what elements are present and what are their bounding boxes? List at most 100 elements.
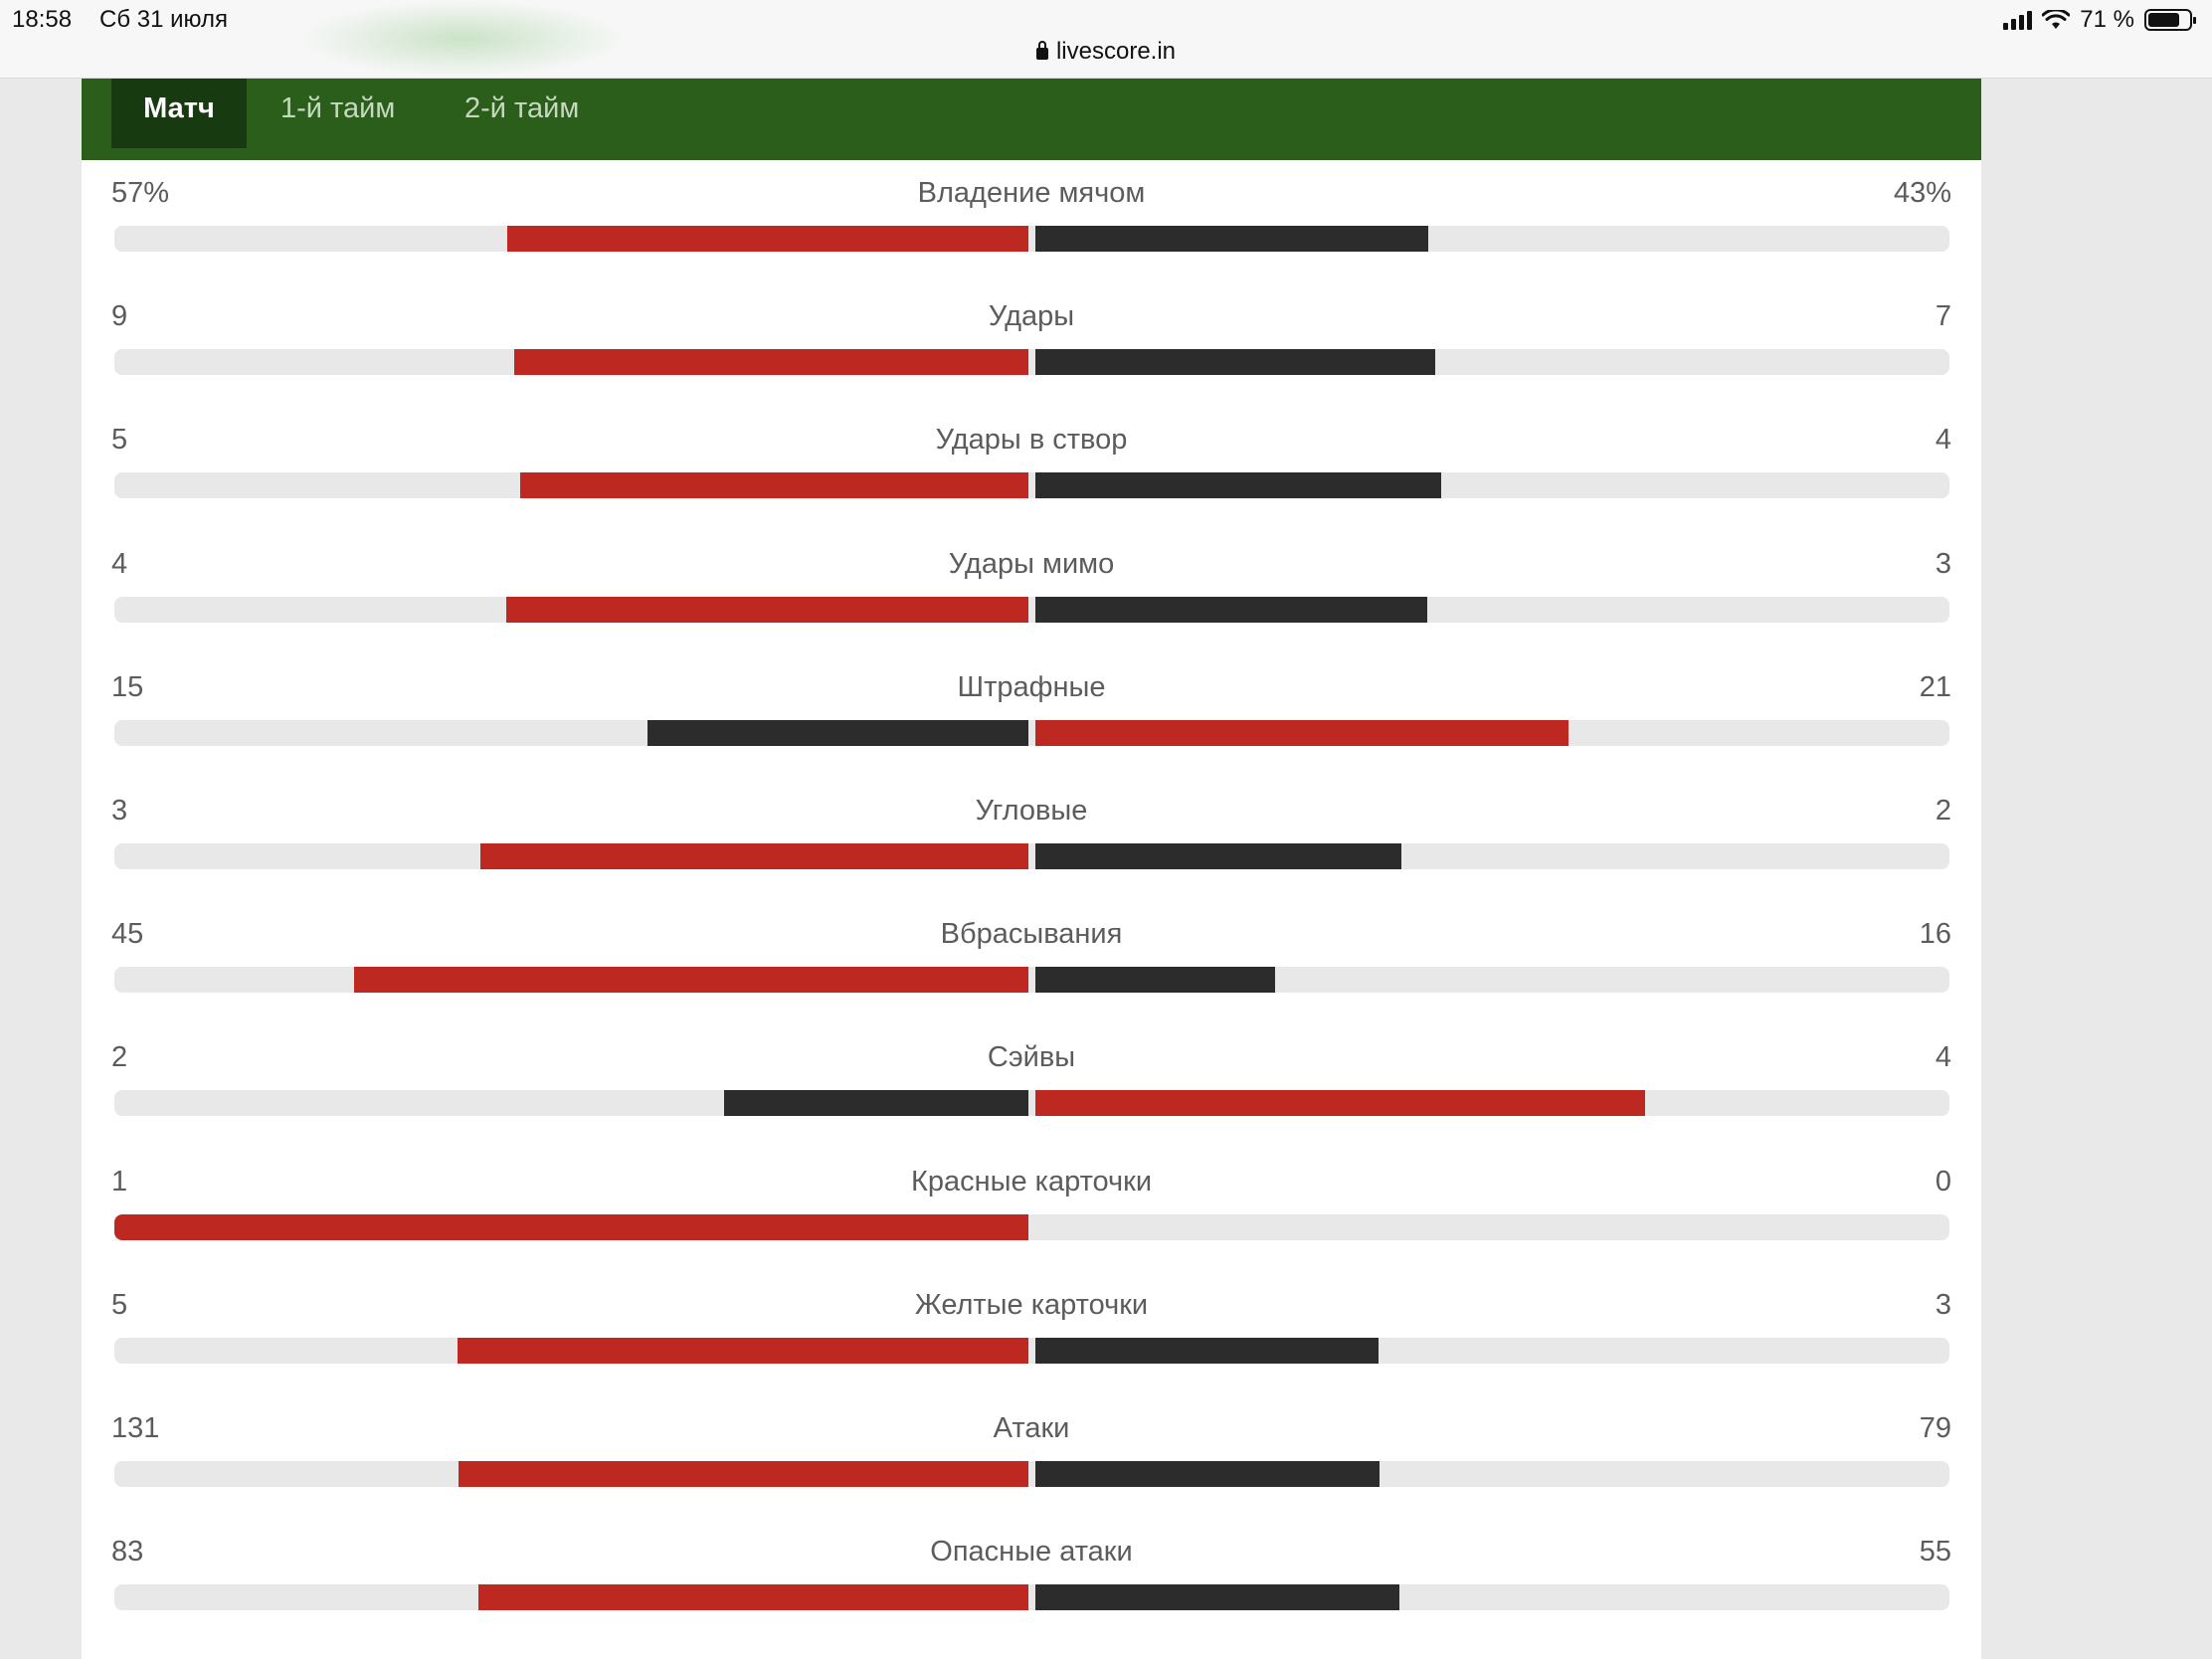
stat-away-bar (1035, 720, 1568, 746)
stat-away-value: 55 (1919, 1536, 1951, 1567)
stat-away-bar (1035, 1090, 1645, 1116)
stat-home-bar (520, 472, 1028, 498)
status-date: Сб 31 июля (99, 6, 228, 33)
stat-row: 45 Вбрасывания 16 (82, 916, 1981, 1039)
stat-label: Удары в створ (935, 424, 1128, 456)
stat-home-bar (114, 1214, 1028, 1240)
stat-home-bar (459, 1461, 1028, 1487)
stat-row: 9 Удары 7 (82, 298, 1981, 422)
stat-bar-track (114, 349, 1949, 375)
stat-bar-track (114, 1461, 1949, 1487)
stat-away-value: 4 (1935, 1041, 1951, 1073)
stat-home-value: 15 (111, 671, 144, 703)
stat-bar-track (114, 1584, 1949, 1610)
stat-away-value: 79 (1919, 1412, 1951, 1444)
stat-label: Красные карточки (910, 1166, 1153, 1198)
stat-home-bar (724, 1090, 1028, 1116)
stat-home-bar (478, 1584, 1028, 1610)
stat-away-bar (1035, 843, 1401, 869)
battery-percent: 71 % (2080, 6, 2134, 33)
address-bar[interactable]: livescore.in (0, 38, 2212, 66)
tab-first-half[interactable]: 1-й тайм (280, 92, 396, 124)
status-indicators: 71 % (2003, 6, 2196, 34)
stat-bar-track (114, 597, 1949, 623)
stat-home-bar (506, 597, 1028, 623)
stat-label: Опасные атаки (930, 1536, 1133, 1567)
stat-away-bar (1035, 1584, 1399, 1610)
stat-home-value: 5 (111, 1289, 128, 1321)
stat-away-value: 0 (1935, 1166, 1951, 1198)
wifi-icon (2042, 10, 2071, 29)
stat-home-bar (458, 1338, 1028, 1364)
period-tabs: Матч 1-й тайм 2-й тайм (82, 78, 1981, 160)
stat-home-value: 57% (111, 177, 170, 209)
stat-label: Удары (988, 300, 1075, 332)
stat-bar-track (114, 1214, 1949, 1240)
stat-label: Сэйвы (987, 1041, 1076, 1073)
browser-top-bar: 18:58 Сб 31 июля 71 % livescore.in (0, 0, 2212, 78)
stat-away-value: 21 (1919, 671, 1951, 703)
stat-label: Угловые (975, 795, 1088, 827)
stat-away-value: 16 (1919, 918, 1951, 950)
stat-row: 2 Сэйвы 4 (82, 1039, 1981, 1163)
stat-bar-track (114, 843, 1949, 869)
stat-home-value: 4 (111, 548, 128, 580)
stat-home-value: 1 (111, 1166, 128, 1198)
stat-home-value: 45 (111, 918, 144, 950)
stat-row: 15 Штрафные 21 (82, 669, 1981, 793)
stat-home-value: 5 (111, 424, 128, 456)
stat-home-value: 9 (111, 300, 128, 332)
stat-home-bar (514, 349, 1028, 375)
stat-home-bar (647, 720, 1028, 746)
lock-icon (1035, 41, 1048, 60)
stat-home-bar (480, 843, 1028, 869)
stat-away-value: 7 (1935, 300, 1951, 332)
stat-row: 3 Угловые 2 (82, 793, 1981, 916)
tab-match[interactable]: Матч (111, 78, 247, 148)
stat-bar-track (114, 1090, 1949, 1116)
stat-row: 1 Красные карточки 0 (82, 1164, 1981, 1287)
stat-bar-track (114, 1338, 1949, 1364)
stat-away-value: 2 (1935, 795, 1951, 827)
status-glow (298, 0, 627, 78)
stat-away-bar (1035, 226, 1428, 252)
stat-label: Атаки (993, 1412, 1070, 1444)
statistics-card: Матч 1-й тайм 2-й тайм 57% Владение мячом… (82, 78, 1981, 1659)
stat-label: Удары мимо (948, 548, 1115, 580)
battery-icon (2144, 9, 2196, 31)
stat-away-bar (1035, 1461, 1380, 1487)
cellular-signal-icon (2003, 10, 2033, 30)
stat-away-value: 43% (1893, 177, 1951, 209)
stat-home-bar (354, 967, 1028, 993)
stat-away-bar (1035, 472, 1441, 498)
stat-bar-track (114, 967, 1949, 993)
stat-away-bar (1035, 597, 1427, 623)
stat-away-value: 4 (1935, 424, 1951, 456)
stat-bar-track (114, 226, 1949, 252)
stat-row: 5 Удары в створ 4 (82, 422, 1981, 545)
stat-label: Штрафные (957, 671, 1106, 703)
stat-home-value: 131 (111, 1412, 160, 1444)
address-url: livescore.in (1055, 38, 1177, 65)
stat-away-bar (1035, 967, 1275, 993)
stat-home-value: 83 (111, 1536, 144, 1567)
stat-bar-track (114, 720, 1949, 746)
stat-label: Владение мячом (917, 177, 1146, 209)
stat-row: 131 Атаки 79 (82, 1410, 1981, 1534)
tab-second-half[interactable]: 2-й тайм (464, 92, 580, 124)
stat-away-value: 3 (1935, 1289, 1951, 1321)
stat-home-value: 2 (111, 1041, 128, 1073)
stat-home-value: 3 (111, 795, 128, 827)
stat-row: 83 Опасные атаки 55 (82, 1534, 1981, 1657)
stat-away-bar (1035, 1338, 1379, 1364)
stat-row: 57% Владение мячом 43% (82, 175, 1981, 298)
stat-away-bar (1035, 349, 1435, 375)
status-time: 18:58 (12, 6, 73, 33)
stat-away-value: 3 (1935, 548, 1951, 580)
stat-home-bar (507, 226, 1028, 252)
stat-label: Желтые карточки (914, 1289, 1149, 1321)
stat-bar-track (114, 472, 1949, 498)
stat-label: Вбрасывания (940, 918, 1123, 950)
stat-row: 5 Желтые карточки 3 (82, 1287, 1981, 1410)
stat-row: 4 Удары мимо 3 (82, 546, 1981, 669)
